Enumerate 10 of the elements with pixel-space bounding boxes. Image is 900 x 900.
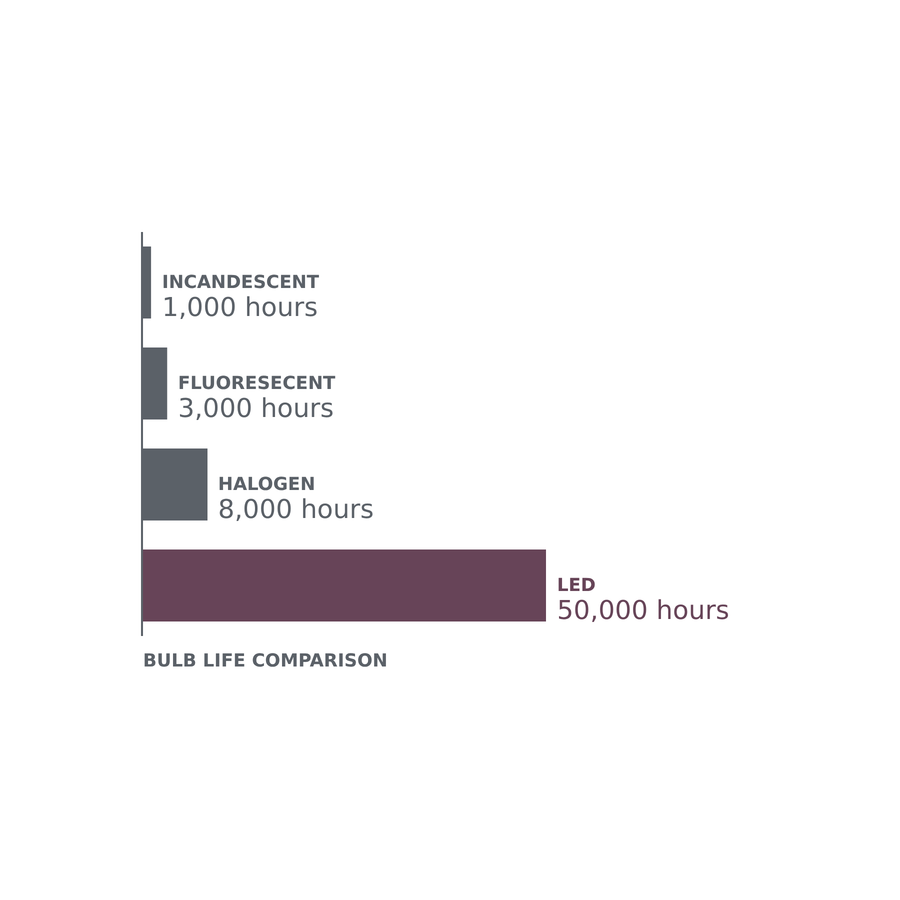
y-tick-label: HALOGEN <box>218 474 316 495</box>
data-label: 3,000 hours <box>178 394 334 424</box>
y-tick-label: LED <box>557 575 596 596</box>
text: BULB LIFE COMPARISON <box>143 650 388 672</box>
bar <box>143 549 546 622</box>
data-label: 1,000 hours <box>162 293 318 323</box>
data-label: 50,000 hours <box>557 596 730 626</box>
y-tick-label: INCANDESCENT <box>162 272 320 293</box>
data-label: 8,000 hours <box>218 495 374 525</box>
y-tick-label: FLUORESECENT <box>178 373 336 394</box>
